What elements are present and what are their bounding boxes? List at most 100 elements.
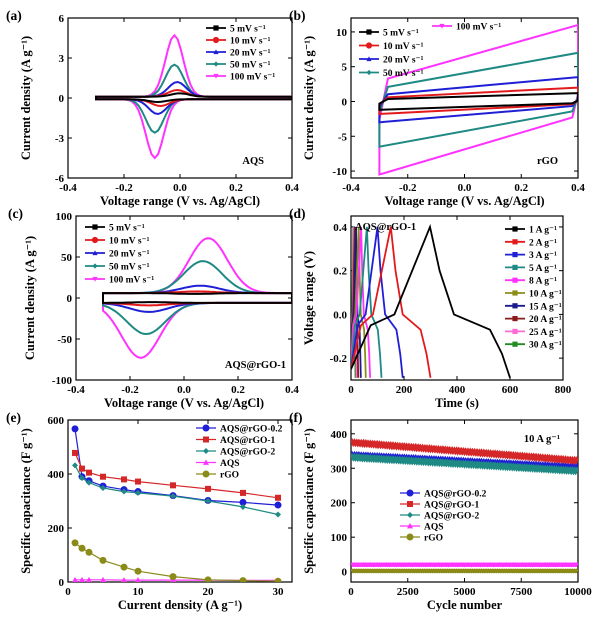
y-tick-label: -6	[55, 173, 65, 185]
series-line	[74, 465, 279, 516]
legend-entry: 10 mV s⁻¹	[206, 37, 271, 47]
data-point	[120, 563, 128, 571]
legend-marker	[366, 56, 372, 62]
x-tick-label: 800	[555, 384, 572, 396]
x-tick-label: 0.0	[177, 384, 191, 396]
data-point	[78, 544, 86, 552]
legend-entry: 100 mV s⁻¹	[432, 23, 501, 33]
plot-area-b	[378, 23, 578, 176]
legend-marker	[406, 489, 414, 497]
y-axis-label: Current density (A g⁻¹)	[23, 236, 37, 360]
legend-label: 5 mV s⁻¹	[383, 29, 419, 39]
x-axis-label: Voltage range (V vs. Ag/AgCl)	[100, 194, 260, 208]
plot-area-a	[95, 33, 292, 160]
legend-entry: 50 mV s⁻¹	[359, 69, 424, 79]
data-point	[99, 556, 107, 564]
x-tick-label: -0.4	[342, 182, 360, 194]
legend-entry: 10 mV s⁻¹	[85, 237, 150, 247]
legend-label: AQS@rGO-2	[220, 448, 276, 458]
panel-label: (b)	[289, 8, 306, 23]
y-tick-label: -0.2	[330, 353, 348, 365]
legend-entry: 8 A g⁻¹	[505, 277, 557, 287]
data-point	[135, 577, 141, 582]
legend-marker	[213, 49, 219, 55]
legend-marker	[512, 328, 518, 334]
cv-curve	[95, 80, 292, 116]
legend-label: rGO	[424, 534, 443, 544]
legend-entry: AQS@rGO-0.2	[196, 424, 283, 435]
legend-marker	[213, 73, 219, 79]
data-point	[121, 577, 127, 582]
legend-entry: 5 mV s⁻¹	[206, 25, 266, 35]
y-tick-label: 0.2	[333, 266, 347, 278]
legend-entry: AQS@rGO-0.2	[400, 489, 487, 500]
panel-c: -0.4 -0.2 0.0 0.2 0.4 -100 -50 0 50 100 Voltage ra…	[8, 206, 299, 410]
y-tick-label: 10	[336, 27, 348, 39]
data-point	[240, 489, 246, 496]
y-axis-label: Specific capacitance (F g⁻¹)	[302, 428, 316, 574]
legend-label: AQS@rGO-0.2	[424, 490, 487, 500]
legend-label: 8 A g⁻¹	[529, 277, 557, 287]
data-point	[121, 488, 127, 495]
x-tick-label: 10000	[564, 586, 592, 598]
cv-curve	[95, 92, 292, 104]
plot-area-c	[102, 237, 292, 359]
data-point	[274, 577, 282, 582]
legend-label: 50 mV s⁻¹	[383, 69, 424, 79]
x-tick-label: -0.2	[121, 384, 139, 396]
data-point	[86, 469, 92, 476]
x-tick-label: 600	[502, 384, 519, 396]
y-tick-label: 3	[59, 53, 65, 65]
legend-marker	[365, 42, 373, 49]
y-tick-label: 0	[67, 293, 73, 305]
x-axis-label: Time (s)	[435, 396, 479, 410]
legend-entry: 5 mV s⁻¹	[359, 29, 419, 39]
x-tick-label: -0.2	[115, 182, 133, 194]
legend-marker	[512, 239, 518, 245]
legend-marker	[92, 250, 98, 256]
x-tick-label: 0	[348, 586, 354, 598]
legend-marker	[91, 236, 99, 244]
legend-marker	[439, 23, 445, 29]
panel-annotation: rGO	[537, 156, 558, 167]
panel-label: (c)	[8, 206, 23, 221]
cv-curve	[95, 88, 292, 108]
panel-annotation: AQS@rGO-1	[355, 222, 416, 233]
data-point	[205, 498, 211, 504]
legend-label: 10 mV s⁻¹	[230, 37, 271, 47]
legend-label: AQS@rGO-0.2	[220, 425, 283, 435]
y-tick-label: -50	[57, 334, 72, 346]
y-tick-label: 300	[331, 463, 348, 475]
x-tick-label: 2500	[397, 586, 420, 598]
gcd-curve	[351, 226, 404, 378]
x-tick-label: 20	[203, 586, 215, 598]
data-point	[275, 494, 281, 501]
legend-label: 20 A g⁻¹	[529, 315, 562, 325]
data-point	[71, 539, 79, 547]
x-axis-label: Cycle number	[427, 598, 503, 612]
cv-curve	[102, 260, 292, 336]
data-point	[240, 503, 246, 510]
data-point	[79, 465, 85, 472]
panel-label: (e)	[6, 410, 21, 425]
legend-label: 10 mV s⁻¹	[109, 237, 150, 247]
y-tick-label: 200	[48, 523, 65, 535]
legend-marker	[512, 316, 518, 322]
legend-entry: 10 A g⁻¹	[505, 290, 562, 300]
data-point	[274, 501, 282, 509]
panel-d: 0 200 400 600 800 -0.2 0.0 0.2 0.4 Time (s) Voltag…	[289, 206, 572, 410]
data-point	[121, 476, 127, 483]
legend-marker	[203, 448, 209, 454]
legend-marker	[512, 290, 518, 296]
panel-annotation: AQS@rGO-1	[225, 360, 286, 371]
legend-entry: 100 mV s⁻¹	[85, 276, 154, 286]
panel-b: -0.4 -0.2 0.0 0.2 0.4 -10 -5 0 5 10 Voltage range …	[289, 8, 585, 208]
legend-marker	[92, 224, 98, 230]
legend-marker	[92, 263, 98, 269]
legend-label: 2 A g⁻¹	[529, 238, 557, 248]
legend-entry: 2 A g⁻¹	[505, 238, 557, 248]
legend-marker	[512, 341, 518, 347]
cycle-band	[351, 562, 578, 568]
gcd-curve	[351, 226, 371, 378]
